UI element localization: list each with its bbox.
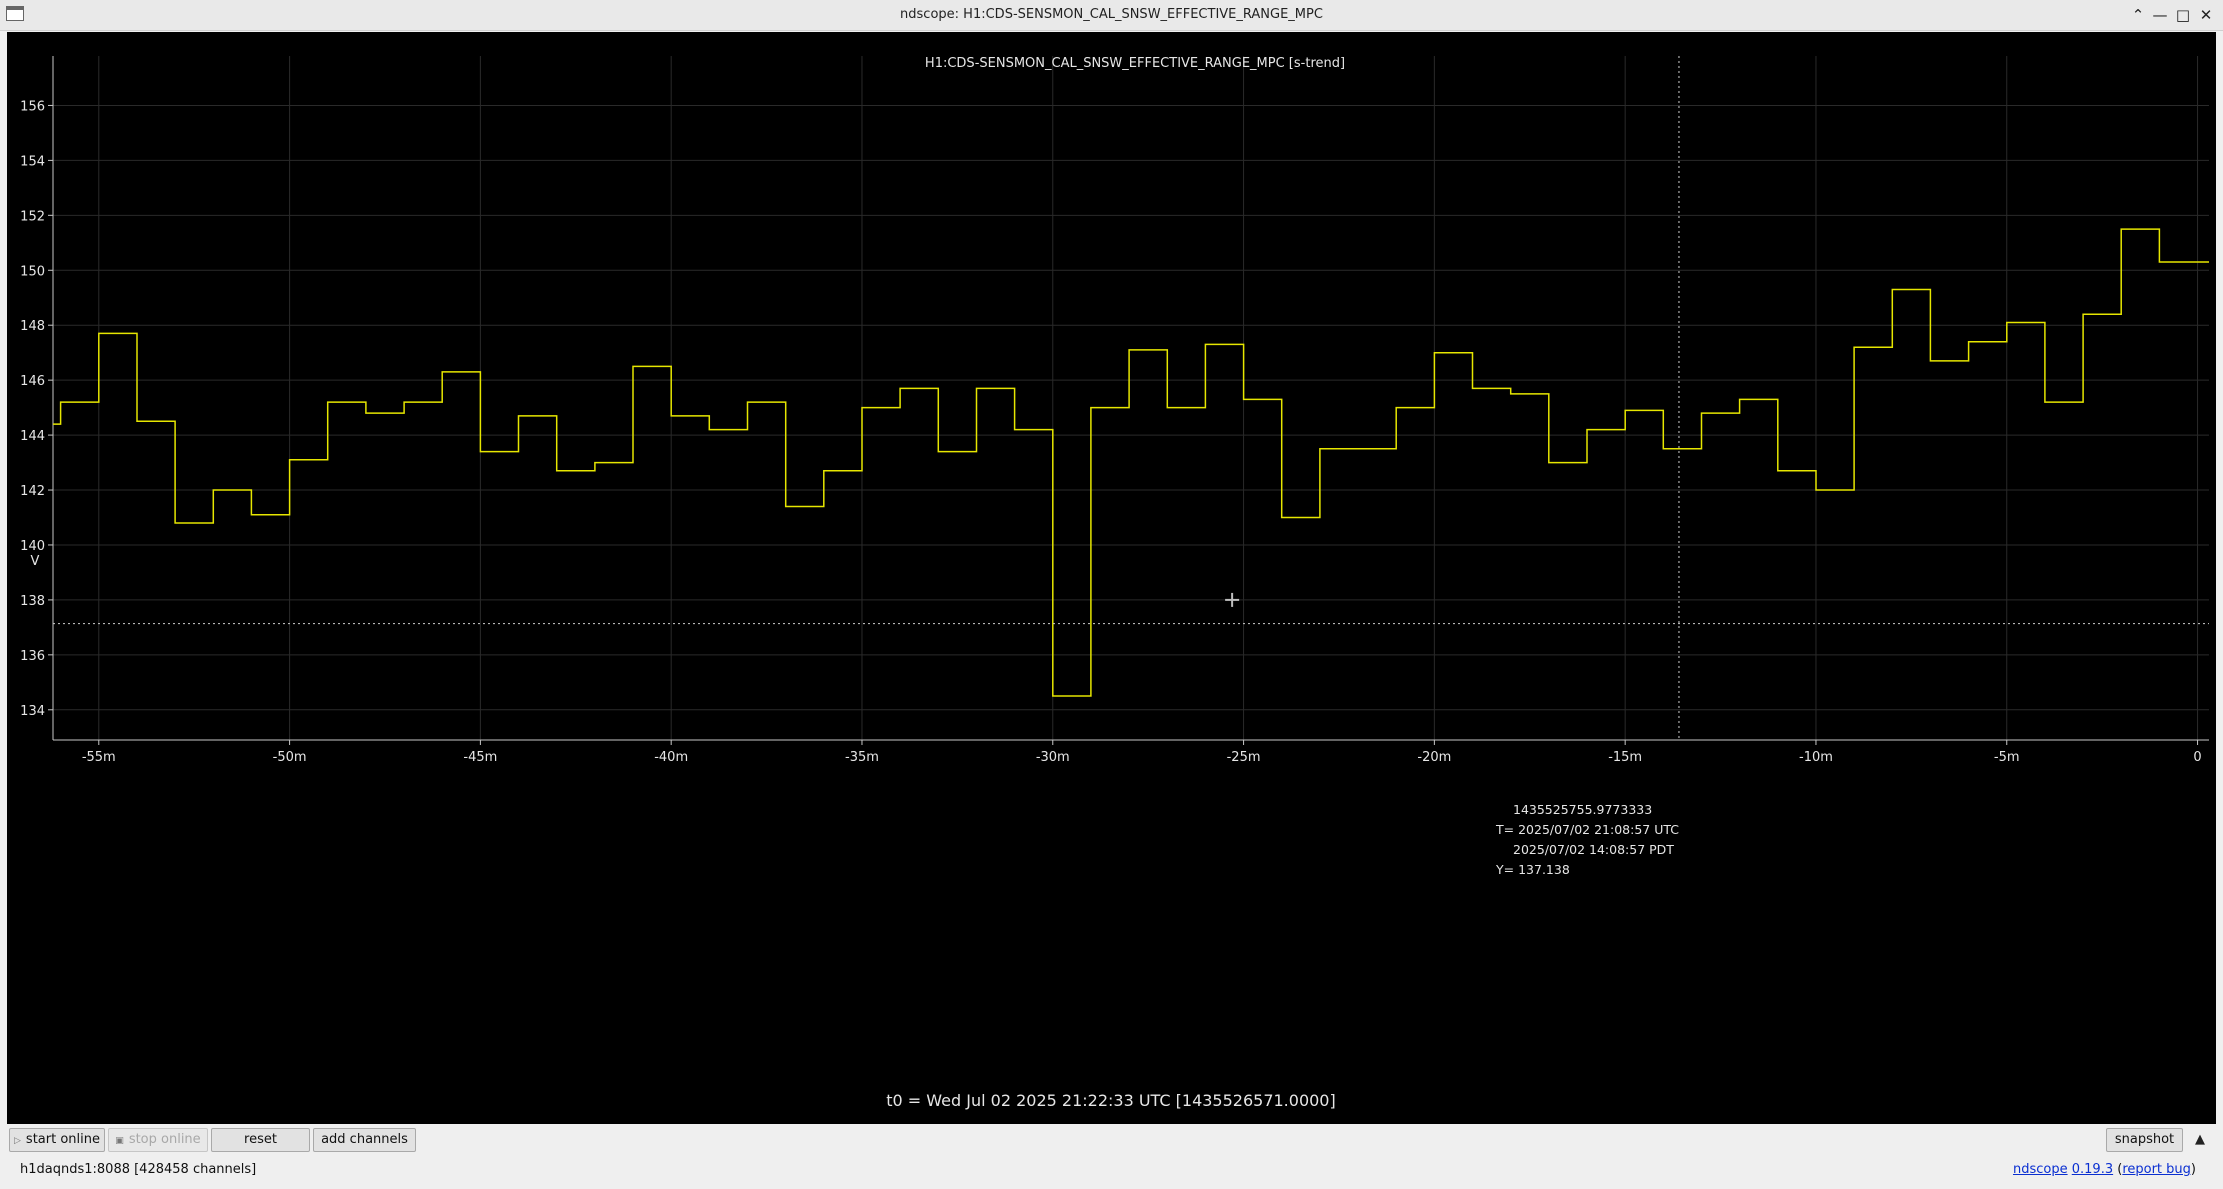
x-tick-label: -15m [1608,750,1642,765]
y-tick-label: 144 [20,429,45,444]
y-tick-label: 140 [20,539,45,554]
statusbar [0,1158,2223,1189]
version-info: ndscope 0.19.3 (report bug) [2013,1162,2196,1177]
y-tick-label: 150 [20,264,45,279]
x-tick-label: -30m [1036,750,1070,765]
stop-icon: ▣ [115,1136,124,1146]
cursor-utc: T= 2025/07/02 21:08:57 UTC [1495,822,1679,837]
reset-button[interactable]: reset [211,1128,310,1152]
window-titlebar[interactable]: ndscope: H1:CDS-SENSMON_CAL_SNSW_EFFECTI… [0,0,2223,31]
y-tick-label: 146 [20,374,45,389]
version-link[interactable]: 0.19.3 [2071,1162,2114,1177]
maximize-icon[interactable]: □ [2175,6,2191,24]
crosshair-icon [1225,592,1240,607]
report-bug-link[interactable]: report bug [2122,1162,2191,1177]
start-online-button[interactable]: ▷ start online [9,1128,105,1152]
y-tick-label: 138 [20,594,45,609]
app-window-icon [6,6,24,21]
paren-close: ) [2190,1162,2196,1177]
x-tick-label: -20m [1417,750,1451,765]
plot-cursors [53,56,2209,740]
stop-online-label: stop online [128,1132,201,1147]
y-tick-label: 148 [20,319,45,334]
ndscope-link[interactable]: ndscope [2012,1162,2068,1177]
stop-online-button[interactable]: ▣ stop online [108,1128,208,1152]
x-tick-label: -25m [1227,750,1261,765]
x-tick-label: -10m [1799,750,1833,765]
x-tick-label: -55m [82,750,116,765]
x-tick-label: -40m [654,750,688,765]
expand-panel-icon[interactable]: ▲ [2195,1132,2205,1147]
trend-plot[interactable]: -55m -50m -45m -40m -35m -30m -25m -20m -15m -10m… [7,32,2216,1124]
x-tick-label: -5m [1994,750,2020,765]
cursor-y: Y= 137.138 [1495,862,1570,877]
close-icon[interactable]: ✕ [2199,6,2213,24]
snapshot-button[interactable]: snapshot [2106,1128,2183,1152]
x-tick-label: -50m [273,750,307,765]
server-status: h1daqnds1:8088 [428458 channels] [20,1162,257,1177]
paren-open: ( [2117,1162,2123,1177]
cursor-pdt: 2025/07/02 14:08:57 PDT [1513,842,1674,857]
plot-axes [52,56,2209,741]
plot-title: H1:CDS-SENSMON_CAL_SNSW_EFFECTIVE_RANGE_… [925,56,1345,71]
add-channels-button[interactable]: add channels [313,1128,416,1152]
plot-grid [53,56,2209,740]
minimize-icon[interactable]: — [2152,6,2168,24]
play-icon: ▷ [14,1136,21,1146]
x-tick-label: 0 [2193,750,2201,765]
t0-label: t0 = Wed Jul 02 2025 21:22:33 UTC [14355… [886,1091,1335,1110]
plot-ticks: -55m -50m -45m -40m -35m -30m -25m -20m -15m -10m… [20,99,2202,765]
y-tick-label: 134 [20,704,45,719]
x-tick-label: -35m [845,750,879,765]
cursor-gps: 1435525755.9773333 [1513,802,1652,817]
y-axis-label: V [31,554,40,569]
plot-area[interactable]: -55m -50m -45m -40m -35m -30m -25m -20m -15m -10m… [7,32,2216,1124]
y-tick-label: 154 [20,154,45,169]
y-tick-label: 136 [20,649,45,664]
window-title: ndscope: H1:CDS-SENSMON_CAL_SNSW_EFFECTI… [900,7,1323,22]
y-tick-label: 156 [20,99,45,114]
y-tick-label: 152 [20,209,45,224]
cursor-readout: 1435525755.9773333 T= 2025/07/02 21:08:5… [1495,802,1679,877]
y-tick-label: 142 [20,484,45,499]
start-online-label: start online [25,1132,100,1147]
x-tick-label: -45m [463,750,497,765]
restore-up-icon[interactable]: ⌃ [2131,6,2145,24]
series-trace [53,228,2209,697]
